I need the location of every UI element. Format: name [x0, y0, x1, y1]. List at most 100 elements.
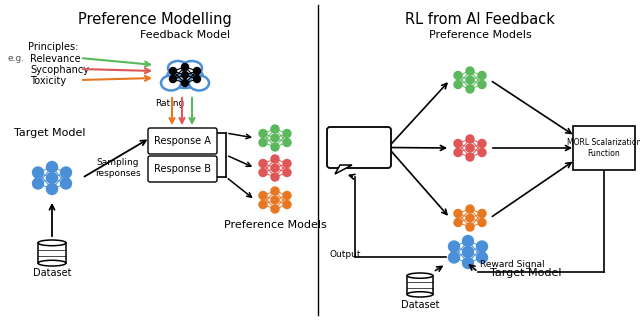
Ellipse shape	[161, 76, 181, 91]
Circle shape	[449, 241, 460, 252]
Circle shape	[61, 178, 72, 189]
FancyBboxPatch shape	[148, 156, 217, 182]
Circle shape	[283, 130, 291, 138]
Circle shape	[477, 252, 488, 263]
Circle shape	[271, 205, 279, 213]
Circle shape	[182, 63, 189, 70]
Circle shape	[477, 241, 488, 252]
Circle shape	[271, 164, 279, 172]
Circle shape	[283, 169, 291, 177]
Text: Sycophancy: Sycophancy	[30, 65, 89, 75]
Circle shape	[33, 167, 44, 178]
Ellipse shape	[38, 260, 66, 266]
Circle shape	[271, 196, 279, 204]
Bar	[407, 276, 433, 294]
FancyBboxPatch shape	[148, 128, 217, 154]
Circle shape	[454, 210, 462, 218]
Circle shape	[271, 173, 279, 181]
Circle shape	[259, 130, 267, 138]
Text: Preference Models: Preference Models	[223, 220, 326, 230]
Circle shape	[61, 167, 72, 178]
Circle shape	[193, 76, 200, 83]
Circle shape	[283, 201, 291, 209]
FancyBboxPatch shape	[573, 126, 635, 170]
Circle shape	[466, 67, 474, 75]
Circle shape	[259, 139, 267, 147]
Circle shape	[182, 71, 189, 78]
Text: Target Model: Target Model	[14, 128, 86, 138]
Circle shape	[47, 172, 58, 183]
Ellipse shape	[182, 61, 202, 75]
Circle shape	[271, 155, 279, 163]
Circle shape	[182, 79, 189, 86]
Circle shape	[47, 183, 58, 195]
Circle shape	[259, 191, 267, 199]
Ellipse shape	[168, 61, 188, 75]
Ellipse shape	[167, 66, 203, 88]
Circle shape	[466, 144, 474, 152]
Circle shape	[463, 246, 474, 258]
FancyBboxPatch shape	[327, 127, 391, 168]
Text: Rating: Rating	[155, 99, 184, 108]
Text: Toxicity: Toxicity	[30, 76, 66, 86]
Text: e.g.: e.g.	[7, 54, 24, 63]
Bar	[38, 243, 66, 263]
Text: Dataset: Dataset	[401, 300, 439, 310]
Text: Response A: Response A	[154, 136, 211, 146]
Text: Preference Models: Preference Models	[429, 30, 531, 40]
Circle shape	[478, 140, 486, 148]
Ellipse shape	[189, 76, 209, 91]
Circle shape	[259, 159, 267, 167]
Circle shape	[271, 187, 279, 195]
Circle shape	[463, 258, 474, 268]
Circle shape	[466, 205, 474, 213]
Text: RL from AI Feedback: RL from AI Feedback	[405, 12, 555, 27]
Circle shape	[259, 201, 267, 209]
Circle shape	[466, 214, 474, 222]
Circle shape	[466, 135, 474, 143]
Ellipse shape	[407, 292, 433, 297]
Circle shape	[478, 219, 486, 227]
Text: MORL Scalarization
Function: MORL Scalarization Function	[567, 138, 640, 158]
Circle shape	[454, 219, 462, 227]
Circle shape	[454, 148, 462, 156]
Text: Sampling
responses: Sampling responses	[95, 158, 141, 178]
Circle shape	[454, 81, 462, 89]
Polygon shape	[335, 165, 352, 174]
Text: Principles:: Principles:	[28, 42, 78, 52]
Circle shape	[478, 210, 486, 218]
Text: Preference Modelling: Preference Modelling	[78, 12, 232, 27]
Circle shape	[33, 178, 44, 189]
Circle shape	[478, 148, 486, 156]
Circle shape	[271, 134, 279, 142]
Circle shape	[449, 252, 460, 263]
Text: Dataset: Dataset	[33, 268, 71, 278]
Text: Reward Signal: Reward Signal	[480, 260, 545, 269]
Circle shape	[466, 153, 474, 161]
Circle shape	[454, 140, 462, 148]
Circle shape	[170, 76, 177, 83]
Circle shape	[466, 76, 474, 84]
Circle shape	[170, 68, 177, 75]
Circle shape	[454, 71, 462, 79]
Circle shape	[193, 68, 200, 75]
Ellipse shape	[407, 273, 433, 278]
Text: Feedback Model: Feedback Model	[140, 30, 230, 40]
Circle shape	[283, 159, 291, 167]
Circle shape	[478, 71, 486, 79]
Circle shape	[259, 169, 267, 177]
Circle shape	[463, 236, 474, 246]
Circle shape	[271, 125, 279, 133]
Text: Response B: Response B	[154, 164, 211, 174]
Text: Target Model: Target Model	[490, 268, 561, 278]
Circle shape	[478, 81, 486, 89]
Circle shape	[466, 85, 474, 93]
Text: Output: Output	[330, 250, 362, 259]
Circle shape	[271, 143, 279, 151]
Circle shape	[283, 139, 291, 147]
Circle shape	[283, 191, 291, 199]
Circle shape	[466, 223, 474, 231]
Circle shape	[47, 162, 58, 172]
Text: Relevance: Relevance	[30, 54, 81, 64]
Ellipse shape	[38, 240, 66, 246]
